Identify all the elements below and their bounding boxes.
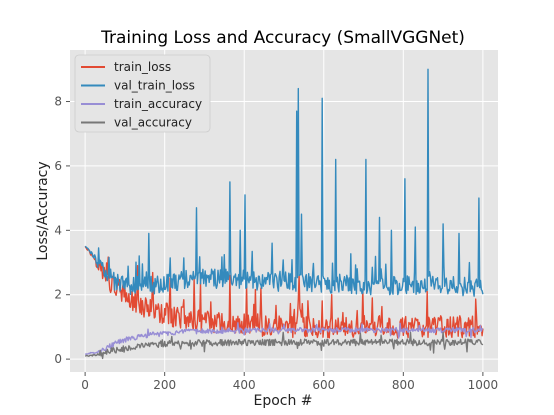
x-axis-ticks: 0 200 400 600 800 1000: [81, 372, 498, 392]
legend: train_loss val_train_loss train_accuracyva…: [74, 54, 211, 133]
x-tick-label: 800: [392, 378, 415, 392]
y-axis-ticks: 0 2 4 6 8: [54, 95, 70, 366]
y-tick-label: 2: [54, 288, 62, 302]
x-tick-label: 400: [233, 378, 256, 392]
series-line-val-train-loss: [84, 68, 484, 297]
y-tick-label: 6: [54, 159, 62, 173]
legend-box: [74, 54, 211, 133]
y-tick-label: 0: [54, 352, 62, 366]
y-tick-label: 8: [54, 95, 62, 109]
legend-label-val-accuracy: val_accuracy: [114, 116, 192, 130]
y-axis-label: Loss/Accuracy: [35, 161, 51, 260]
x-tick-label: 1000: [468, 378, 499, 392]
legend-label-train-loss: train_loss: [114, 60, 171, 74]
x-tick-label: 200: [153, 378, 176, 392]
x-tick-label: 600: [312, 378, 335, 392]
x-axis-label: Epoch #: [253, 393, 312, 409]
legend-label-val-train-loss: val_train_loss: [114, 79, 195, 93]
legend-label-train-accuracy: train_accuracy: [114, 97, 202, 111]
chart-title: Training Loss and Accuracy (SmallVGGNet): [100, 28, 465, 48]
y-tick-label: 4: [54, 223, 62, 237]
series-line-val-accuracy: [85, 331, 484, 360]
x-tick-label: 0: [81, 378, 89, 392]
series-lines: [84, 68, 484, 360]
series-line-train-accuracy: [84, 322, 484, 355]
